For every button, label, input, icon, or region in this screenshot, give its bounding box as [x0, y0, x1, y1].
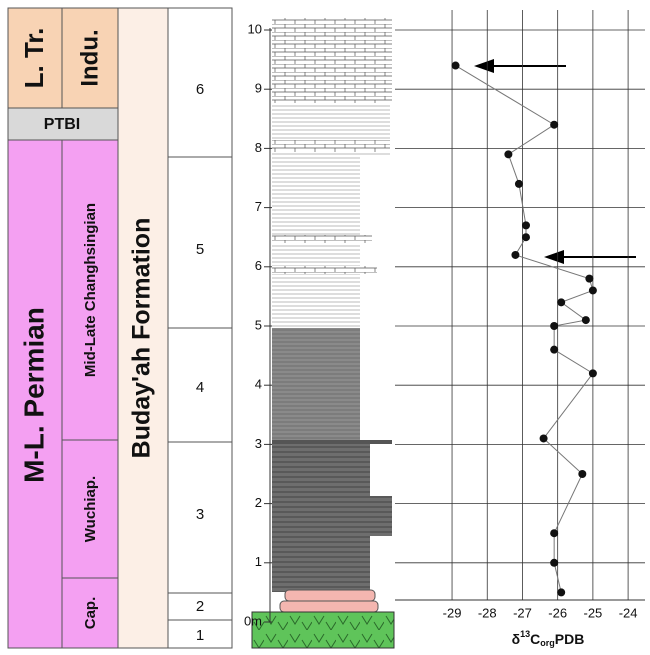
- y-tick-label: 9: [255, 81, 262, 96]
- stage-label: Mid-Late Changhsingian: [82, 203, 99, 377]
- unit-label: 4: [196, 379, 204, 396]
- data-point: [557, 588, 566, 597]
- arrows: [474, 59, 636, 264]
- boundary-label: PTBI: [44, 116, 80, 133]
- data-point: [550, 345, 559, 354]
- stage-label: Cap.: [82, 597, 99, 630]
- data-line: [455, 65, 594, 593]
- data-point: [588, 369, 597, 378]
- system-label: L. Tr.: [19, 28, 49, 89]
- data-point: [550, 120, 559, 129]
- data-point: [451, 61, 460, 70]
- x-label-part: org: [540, 638, 555, 648]
- x-tick-label: -24: [619, 605, 638, 620]
- y-tick-label: 1: [255, 554, 262, 569]
- data-point: [557, 298, 566, 307]
- x-label-part: PDB: [555, 631, 585, 647]
- unit-label: 3: [196, 506, 204, 523]
- x-axis-label: δ13CorgPDB: [512, 629, 585, 648]
- triassic-box: [7, 7, 119, 109]
- x-tick-label: -29: [443, 605, 462, 620]
- system-label: M-L. Permian: [18, 307, 49, 483]
- data-point: [514, 179, 523, 188]
- y-tick-label: 6: [255, 258, 262, 273]
- data-point: [550, 322, 559, 330]
- unit-label: 2: [196, 598, 204, 615]
- data-point: [550, 558, 559, 567]
- y-tick-label: 5: [255, 317, 262, 332]
- x-tick-label: -25: [583, 605, 602, 620]
- data-point: [550, 529, 559, 538]
- y-tick-label: 3: [255, 436, 262, 451]
- unit-label: 1: [196, 627, 204, 644]
- y-tick-label: 10: [248, 21, 262, 36]
- y-tick-label: 7: [255, 199, 262, 214]
- y-tick-label: 4: [255, 377, 262, 392]
- x-tick-label: -26: [548, 605, 567, 620]
- unit-label: 6: [196, 81, 204, 98]
- data-point: [578, 470, 587, 478]
- data-point: [504, 150, 513, 159]
- x-label-part: 13: [520, 629, 530, 639]
- formation-label: Buday'ah Formation: [128, 218, 156, 459]
- permian-box: [7, 139, 119, 649]
- x-tick-label: -27: [513, 605, 532, 620]
- stage-label: Indu.: [76, 29, 103, 86]
- data-point: [521, 221, 530, 230]
- stage-label: Wuchiap.: [82, 476, 99, 542]
- data-point: [539, 434, 548, 443]
- y-tick-label: 8: [255, 140, 262, 155]
- x-label-part: δ: [512, 631, 521, 647]
- data-point: [511, 250, 520, 259]
- data-point: [588, 286, 597, 295]
- lithology: [251, 18, 395, 649]
- data-point: [521, 233, 530, 242]
- formation-box: [117, 7, 169, 649]
- data-point: [585, 274, 594, 283]
- x-label-part: C: [530, 631, 540, 647]
- y-tick-label: 2: [255, 495, 262, 510]
- x-tick-label: -28: [478, 605, 497, 620]
- ptbi-box: [7, 107, 119, 141]
- data-point: [581, 316, 590, 325]
- y-tick-label: 0m: [244, 613, 262, 628]
- unit-label: 5: [196, 241, 204, 258]
